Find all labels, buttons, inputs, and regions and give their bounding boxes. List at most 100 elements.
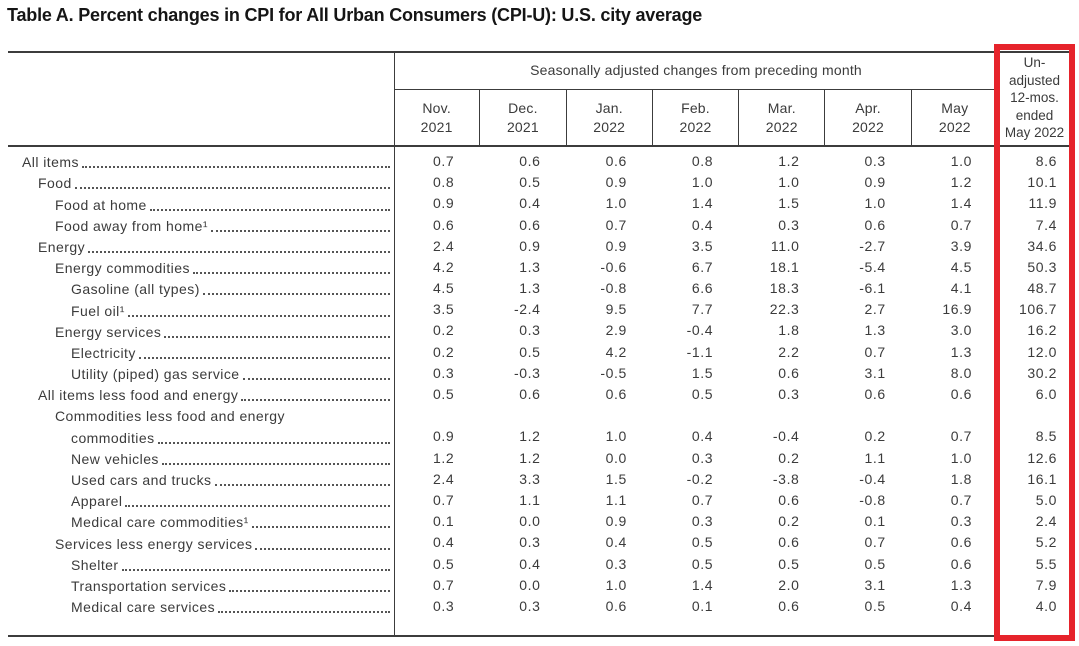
value-cell: 4.5 bbox=[950, 258, 973, 275]
value-cell: 0.4 bbox=[950, 597, 973, 614]
value-cell: 0.6 bbox=[950, 555, 973, 572]
value-cell: 0.5 bbox=[519, 174, 541, 191]
table-top-border bbox=[8, 51, 1071, 53]
table-row: Fuel oil¹ 3.5 -2.4 9.5 7.7 22.3 2.7 16.9… bbox=[8, 299, 1071, 320]
row-label: Electricity bbox=[71, 344, 136, 361]
yoy-value-cell: 8.5 bbox=[1035, 428, 1058, 445]
value-cell: 1.4 bbox=[950, 195, 973, 212]
value-cell: 11.0 bbox=[770, 237, 800, 254]
value-cell: 0.4 bbox=[519, 195, 541, 212]
month-label: Mar. bbox=[767, 100, 796, 116]
value-cell: 0.1 bbox=[864, 513, 886, 530]
yoy-value-cell: 11.9 bbox=[1028, 195, 1058, 212]
value-cell: 1.5 bbox=[605, 470, 627, 487]
month-label: Feb. bbox=[681, 100, 710, 116]
dot-leader bbox=[210, 229, 390, 232]
yoy-value-cell: 30.2 bbox=[1027, 364, 1058, 381]
value-cell: 0.7 bbox=[864, 534, 886, 551]
yoy-value-cell: 4.0 bbox=[1035, 597, 1058, 614]
value-cell: 0.3 bbox=[519, 322, 541, 339]
row-label-cell: Gasoline (all types) bbox=[8, 278, 394, 299]
value-cell: -0.2 bbox=[686, 470, 714, 487]
table-row: Electricity 0.2 0.5 4.2 -1.1 2.2 0.7 1.3… bbox=[8, 342, 1071, 363]
value-cell: 0.3 bbox=[778, 386, 800, 403]
value-cell: -0.4 bbox=[859, 470, 886, 487]
table-row: Services less energy services 0.4 0.3 0.… bbox=[8, 532, 1071, 553]
value-cell: 0.8 bbox=[433, 174, 455, 191]
value-cell: 16.9 bbox=[942, 301, 973, 318]
value-cell: 0.3 bbox=[519, 534, 541, 551]
value-cell: 1.3 bbox=[950, 343, 973, 360]
value-cell: 0.7 bbox=[691, 492, 714, 508]
yoy-value-cell: 7.4 bbox=[1035, 216, 1058, 233]
value-cell: 0.7 bbox=[864, 343, 886, 360]
column-header-jan-2022: Jan. 2022 bbox=[567, 90, 653, 145]
row-label: Food bbox=[38, 175, 72, 192]
value-cell: 3.1 bbox=[864, 576, 886, 593]
row-label-cell: Transportation services bbox=[8, 575, 394, 596]
row-label-cell: Apparel bbox=[8, 490, 394, 511]
table-bottom-border bbox=[8, 635, 1071, 637]
value-cell: 0.6 bbox=[778, 492, 800, 508]
value-cell: 1.0 bbox=[864, 195, 886, 212]
value-cell: 0.5 bbox=[691, 555, 714, 572]
row-label-continued: commodities bbox=[71, 429, 155, 446]
row-label: Medical care services bbox=[71, 599, 216, 616]
value-cell: -0.4 bbox=[686, 322, 714, 339]
value-cell: 1.5 bbox=[778, 195, 800, 212]
value-cell: 0.3 bbox=[950, 513, 973, 530]
value-cell: 3.3 bbox=[519, 470, 541, 487]
row-label: All items bbox=[22, 154, 79, 171]
value-cell: 0.9 bbox=[433, 428, 455, 445]
year-label: 2021 bbox=[506, 118, 539, 135]
month-label: Dec. bbox=[508, 100, 538, 116]
value-cell: 1.3 bbox=[950, 576, 973, 593]
row-label-cell: Food bbox=[8, 172, 394, 193]
month-label: Apr. bbox=[855, 100, 881, 116]
value-cell: 1.0 bbox=[691, 174, 714, 191]
value-cell: 3.0 bbox=[950, 322, 973, 339]
row-label-cell: Food away from home¹ bbox=[8, 215, 394, 236]
value-cell: 4.5 bbox=[433, 280, 455, 297]
value-cell: 0.0 bbox=[519, 576, 541, 593]
cpi-table: Seasonally adjusted changes from precedi… bbox=[8, 51, 1071, 637]
row-label: New vehicles bbox=[71, 450, 159, 467]
row-label: Transportation services bbox=[71, 577, 227, 594]
value-cell: 0.6 bbox=[519, 216, 541, 233]
value-cell: 2.0 bbox=[778, 576, 800, 593]
year-label: 2022 bbox=[852, 118, 885, 135]
row-label-cell: Used cars and trucks bbox=[8, 469, 394, 490]
column-header-nov-2021: Nov. 2021 bbox=[394, 90, 481, 145]
value-cell: 0.7 bbox=[950, 428, 973, 445]
row-label: Food at home bbox=[55, 196, 147, 213]
table-row: Apparel 0.7 1.1 1.1 0.7 0.6 -0.8 0.7 5.0 bbox=[8, 490, 1071, 511]
row-label: Apparel bbox=[71, 493, 123, 510]
column-header-mar-2022: Mar. 2022 bbox=[739, 90, 826, 145]
value-cell: 0.6 bbox=[778, 597, 800, 614]
value-cell: 0.6 bbox=[864, 216, 886, 233]
row-label-cell: Services less energy services bbox=[8, 532, 394, 553]
dot-leader bbox=[255, 547, 390, 550]
value-cell: 0.3 bbox=[691, 513, 714, 530]
yoy-value-cell: 2.4 bbox=[1035, 513, 1058, 530]
yoy-value-cell: 12.0 bbox=[1027, 343, 1058, 360]
table-row: Food at home 0.9 0.4 1.0 1.4 1.5 1.0 1.4… bbox=[8, 193, 1071, 214]
group-header-seasonally-adjusted: Seasonally adjusted changes from precedi… bbox=[530, 62, 862, 78]
table-row: Medical care services 0.3 0.3 0.6 0.1 0.… bbox=[8, 596, 1071, 617]
yoy-value-cell: 12.6 bbox=[1027, 449, 1058, 466]
value-cell: 1.0 bbox=[605, 195, 627, 212]
value-cell: 0.3 bbox=[519, 597, 541, 614]
value-cell: 1.0 bbox=[605, 428, 627, 445]
dot-leader bbox=[161, 462, 390, 465]
group-header-underline bbox=[394, 89, 998, 90]
value-cell: 0.5 bbox=[433, 386, 455, 403]
value-cell: 0.7 bbox=[605, 216, 627, 233]
table-row: Food away from home¹ 0.6 0.6 0.7 0.4 0.3… bbox=[8, 215, 1071, 236]
table-row: Gasoline (all types) 4.5 1.3 -0.8 6.6 18… bbox=[8, 278, 1071, 299]
value-cell: 0.9 bbox=[605, 513, 627, 530]
year-label: 2022 bbox=[765, 118, 798, 135]
value-cell: -3.8 bbox=[772, 470, 800, 487]
yoy-value-cell: 5.0 bbox=[1035, 492, 1058, 508]
dot-leader bbox=[192, 272, 390, 275]
value-cell: 6.7 bbox=[691, 258, 714, 275]
